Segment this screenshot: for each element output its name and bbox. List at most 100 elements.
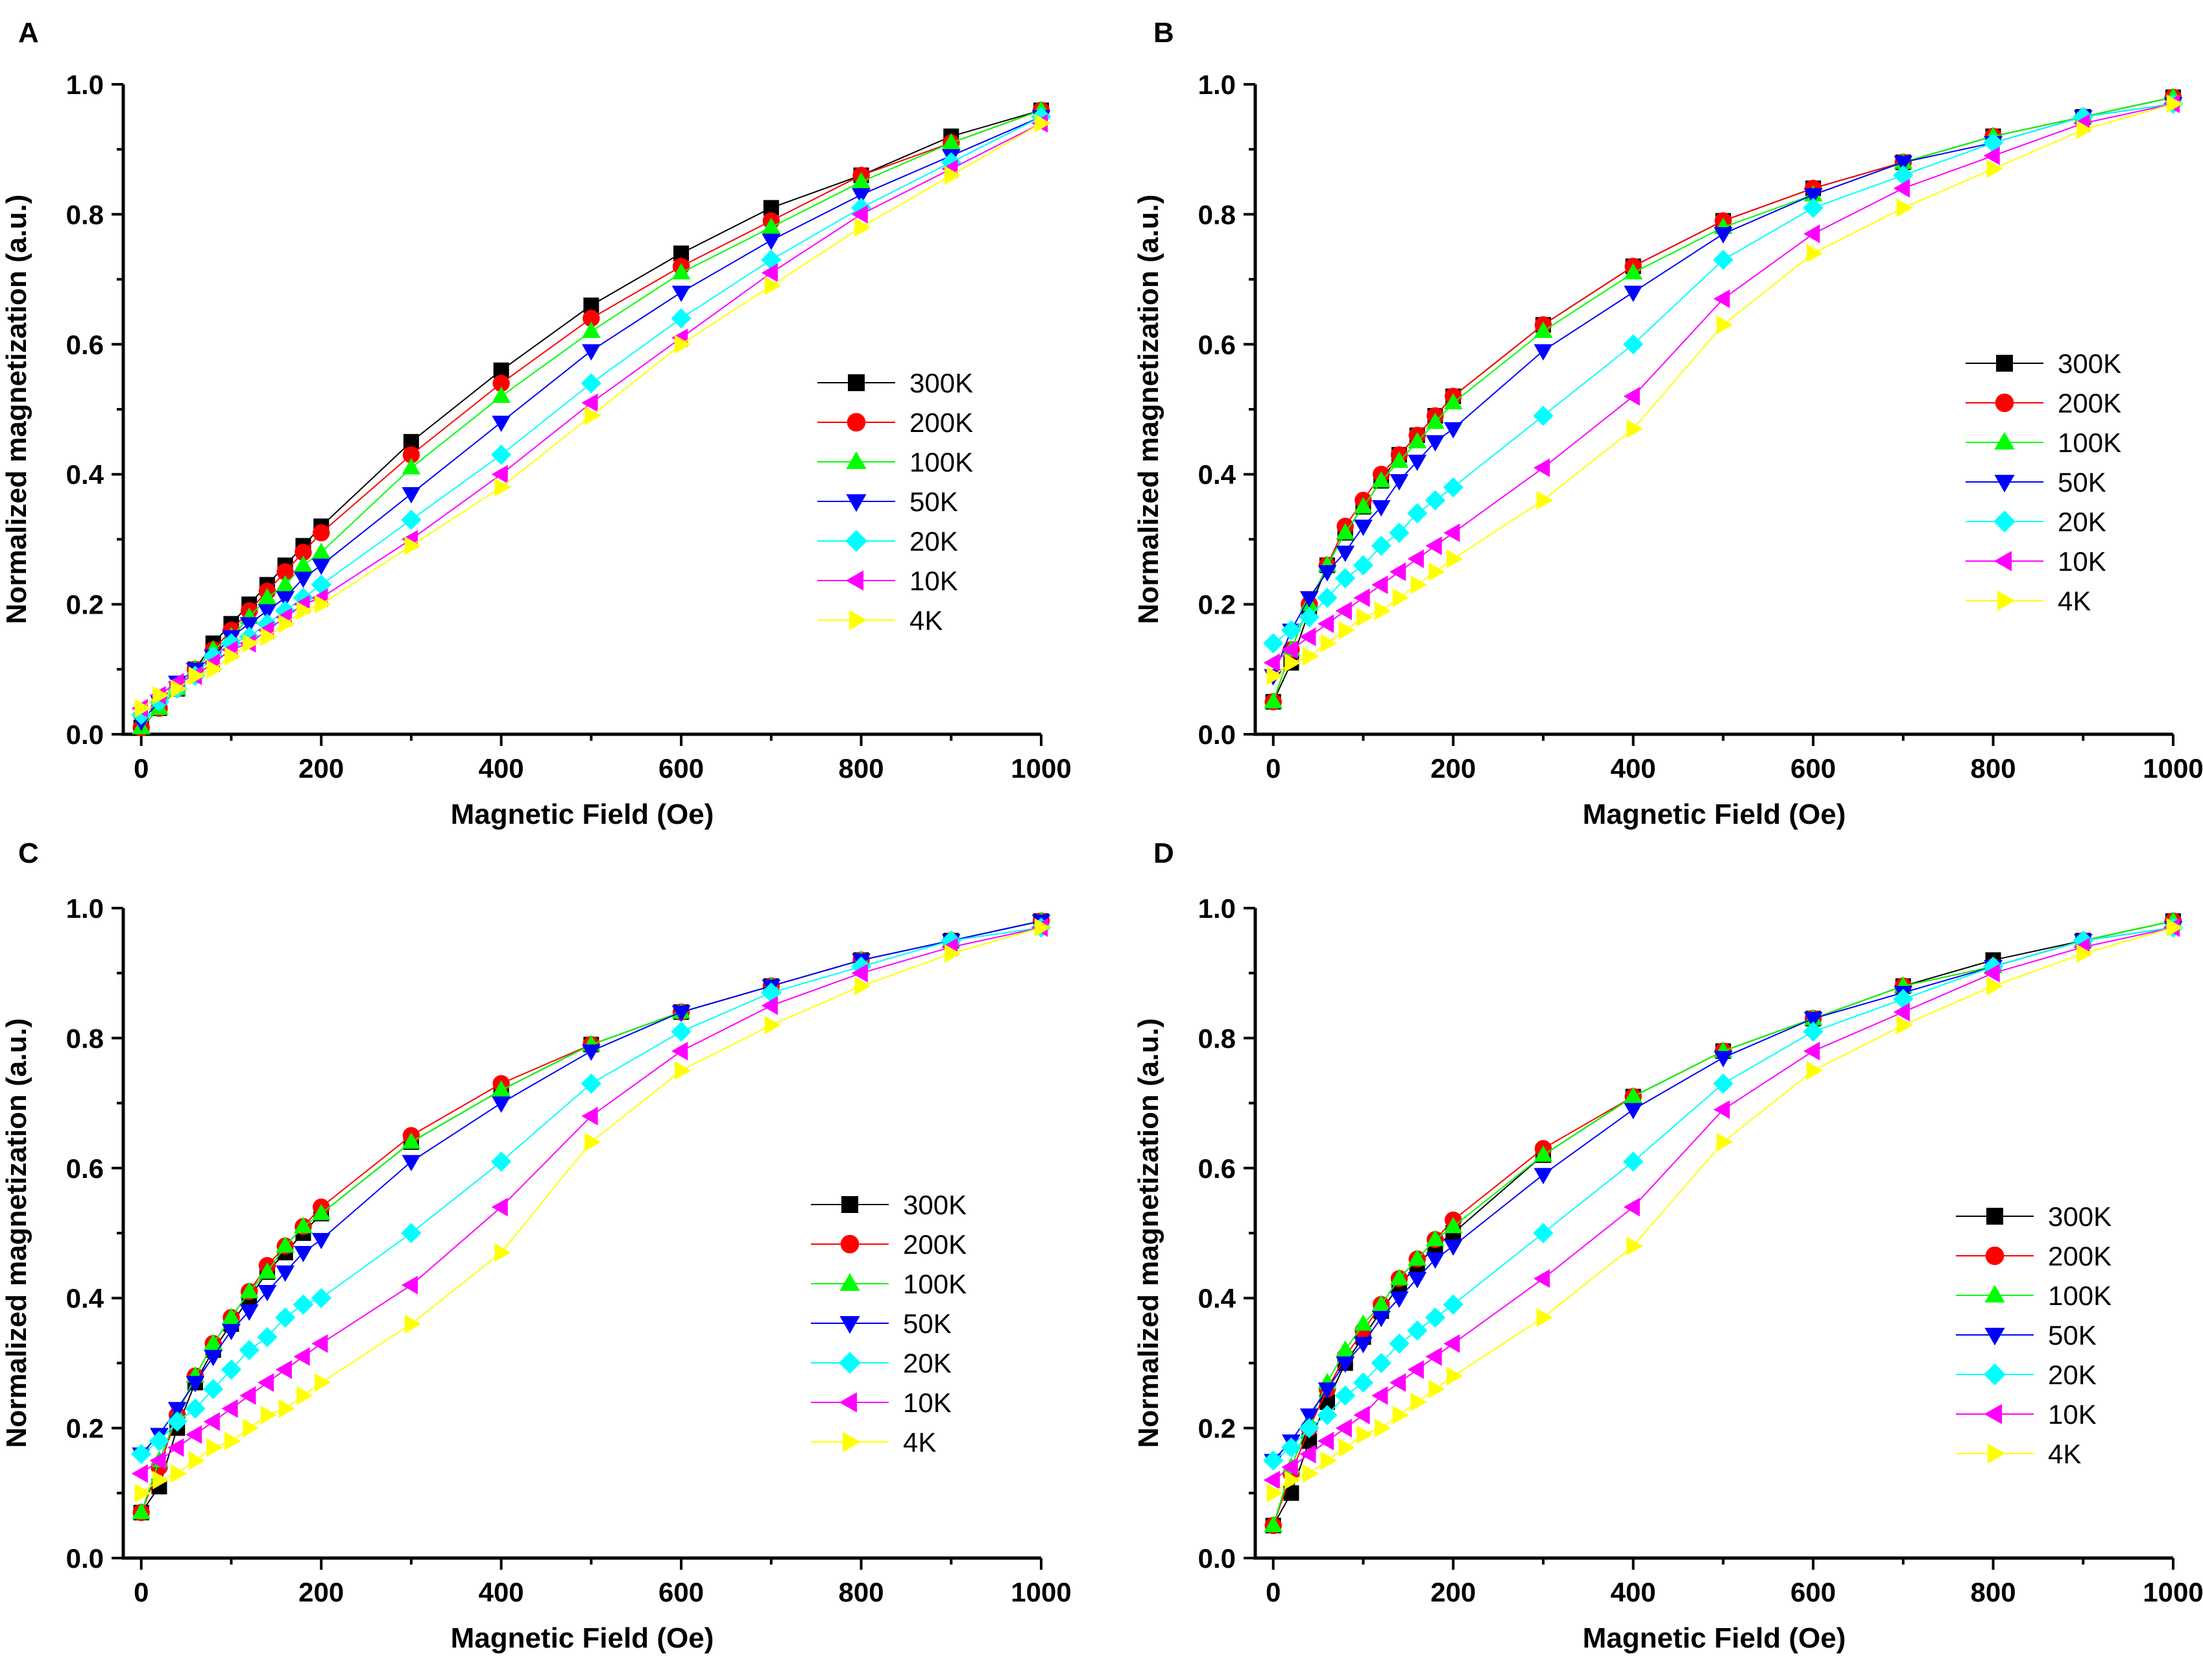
legend-marker xyxy=(1984,1284,2005,1303)
panel-a: A 0 200 400 600 800 1000 0.0 0.2 0.4 0.6 0.8 1.0 Magn… xyxy=(1,17,1072,830)
legend-marker xyxy=(1995,393,2014,413)
data-point xyxy=(402,487,421,504)
series-10k xyxy=(1263,918,2180,1490)
legend-label: 10K xyxy=(2058,546,2106,577)
data-point xyxy=(1371,500,1391,517)
legend-marker xyxy=(1984,1404,2003,1424)
data-point xyxy=(401,1275,418,1295)
data-point xyxy=(1533,458,1550,477)
data-point xyxy=(671,1021,692,1042)
data-point xyxy=(149,1431,170,1452)
data-point xyxy=(1407,503,1428,523)
data-point xyxy=(1626,1236,1643,1256)
y-tick-label: 0.0 xyxy=(66,719,104,750)
y-tick-label: 0.8 xyxy=(1198,1023,1236,1053)
series-300k xyxy=(1265,90,2181,710)
y-tick-label: 1.0 xyxy=(66,69,104,100)
data-point xyxy=(584,406,601,426)
legend-marker xyxy=(1994,474,2015,493)
data-point xyxy=(491,444,512,465)
legend-marker xyxy=(842,1432,861,1452)
x-tick-label: 600 xyxy=(1790,1577,1836,1607)
data-point xyxy=(311,1203,331,1221)
data-point xyxy=(1371,1295,1391,1312)
data-point xyxy=(1623,1151,1644,1172)
y-axis-title: Normalized magnetization (a.u.) xyxy=(1,195,32,625)
legend-label: 10K xyxy=(903,1387,952,1418)
data-point xyxy=(581,1073,601,1094)
data-point xyxy=(258,604,277,621)
data-point xyxy=(222,1324,241,1341)
x-tick-label: 800 xyxy=(839,1577,884,1607)
data-point xyxy=(243,1419,259,1437)
data-point xyxy=(1893,1002,1910,1022)
legend-marker xyxy=(1997,590,2016,611)
data-point xyxy=(1299,1408,1319,1425)
data-point xyxy=(1356,608,1373,627)
data-point xyxy=(1533,1223,1554,1243)
series-200k xyxy=(1264,88,2182,711)
x-tick-label: 200 xyxy=(298,1577,344,1607)
data-point xyxy=(258,1262,277,1279)
data-point xyxy=(671,285,691,302)
legend-label: 100K xyxy=(2058,427,2121,458)
panel-label: A xyxy=(18,17,39,49)
legend-label: 200K xyxy=(2058,388,2121,418)
y-tick-label: 0.4 xyxy=(66,459,104,490)
data-point xyxy=(294,555,313,572)
legend-label: 20K xyxy=(903,1348,952,1378)
data-point xyxy=(1335,601,1352,621)
data-point xyxy=(311,558,331,575)
legend-label: 300K xyxy=(2058,348,2121,379)
legend-marker xyxy=(1993,510,2016,533)
data-point xyxy=(1318,565,1337,582)
legend: 300K 200K 100K 50K 20K 10K 4K xyxy=(1966,348,2121,616)
data-point xyxy=(134,699,151,718)
data-point xyxy=(311,1334,328,1353)
data-point xyxy=(185,1398,206,1419)
legend-label: 100K xyxy=(2048,1280,2112,1311)
y-tick-label: 0.2 xyxy=(66,590,104,620)
data-point xyxy=(296,601,313,621)
data-point xyxy=(1034,114,1051,133)
data-point xyxy=(762,217,781,234)
data-point xyxy=(1443,523,1460,542)
legend-label: 50K xyxy=(903,1308,952,1339)
data-point xyxy=(1389,562,1406,581)
data-point xyxy=(1371,535,1391,557)
legend-label: 20K xyxy=(2048,1360,2097,1390)
series-300k xyxy=(1265,913,2181,1533)
series-line xyxy=(1272,920,2174,1526)
data-point xyxy=(1443,392,1463,410)
legend-marker xyxy=(840,1234,860,1254)
x-axis-title: Magnetic Field (Oe) xyxy=(451,798,714,830)
data-point xyxy=(131,1464,148,1483)
data-point xyxy=(852,172,871,189)
legend-label: 200K xyxy=(909,407,973,438)
data-point xyxy=(1407,549,1424,568)
data-point xyxy=(275,1307,296,1328)
data-point xyxy=(1263,1470,1280,1490)
data-point xyxy=(311,1232,331,1250)
data-point xyxy=(1534,344,1553,361)
data-point xyxy=(1624,285,1643,302)
data-point xyxy=(258,588,277,605)
y-tick-label: 0.0 xyxy=(1198,719,1236,750)
data-point xyxy=(764,276,781,296)
data-point xyxy=(401,1223,422,1243)
series-4k xyxy=(134,114,1051,718)
data-point xyxy=(404,536,421,555)
data-point xyxy=(239,1339,259,1360)
data-point xyxy=(1320,1451,1337,1470)
data-point xyxy=(1034,918,1051,937)
data-point xyxy=(171,1464,187,1483)
data-point xyxy=(671,1042,688,1061)
data-point xyxy=(204,1334,223,1350)
data-point xyxy=(1428,1380,1445,1398)
data-point xyxy=(1534,1168,1553,1184)
data-point xyxy=(402,458,421,475)
data-point xyxy=(945,165,961,185)
data-point xyxy=(1716,1133,1733,1152)
data-point xyxy=(1410,1393,1427,1411)
data-point xyxy=(1263,633,1284,654)
